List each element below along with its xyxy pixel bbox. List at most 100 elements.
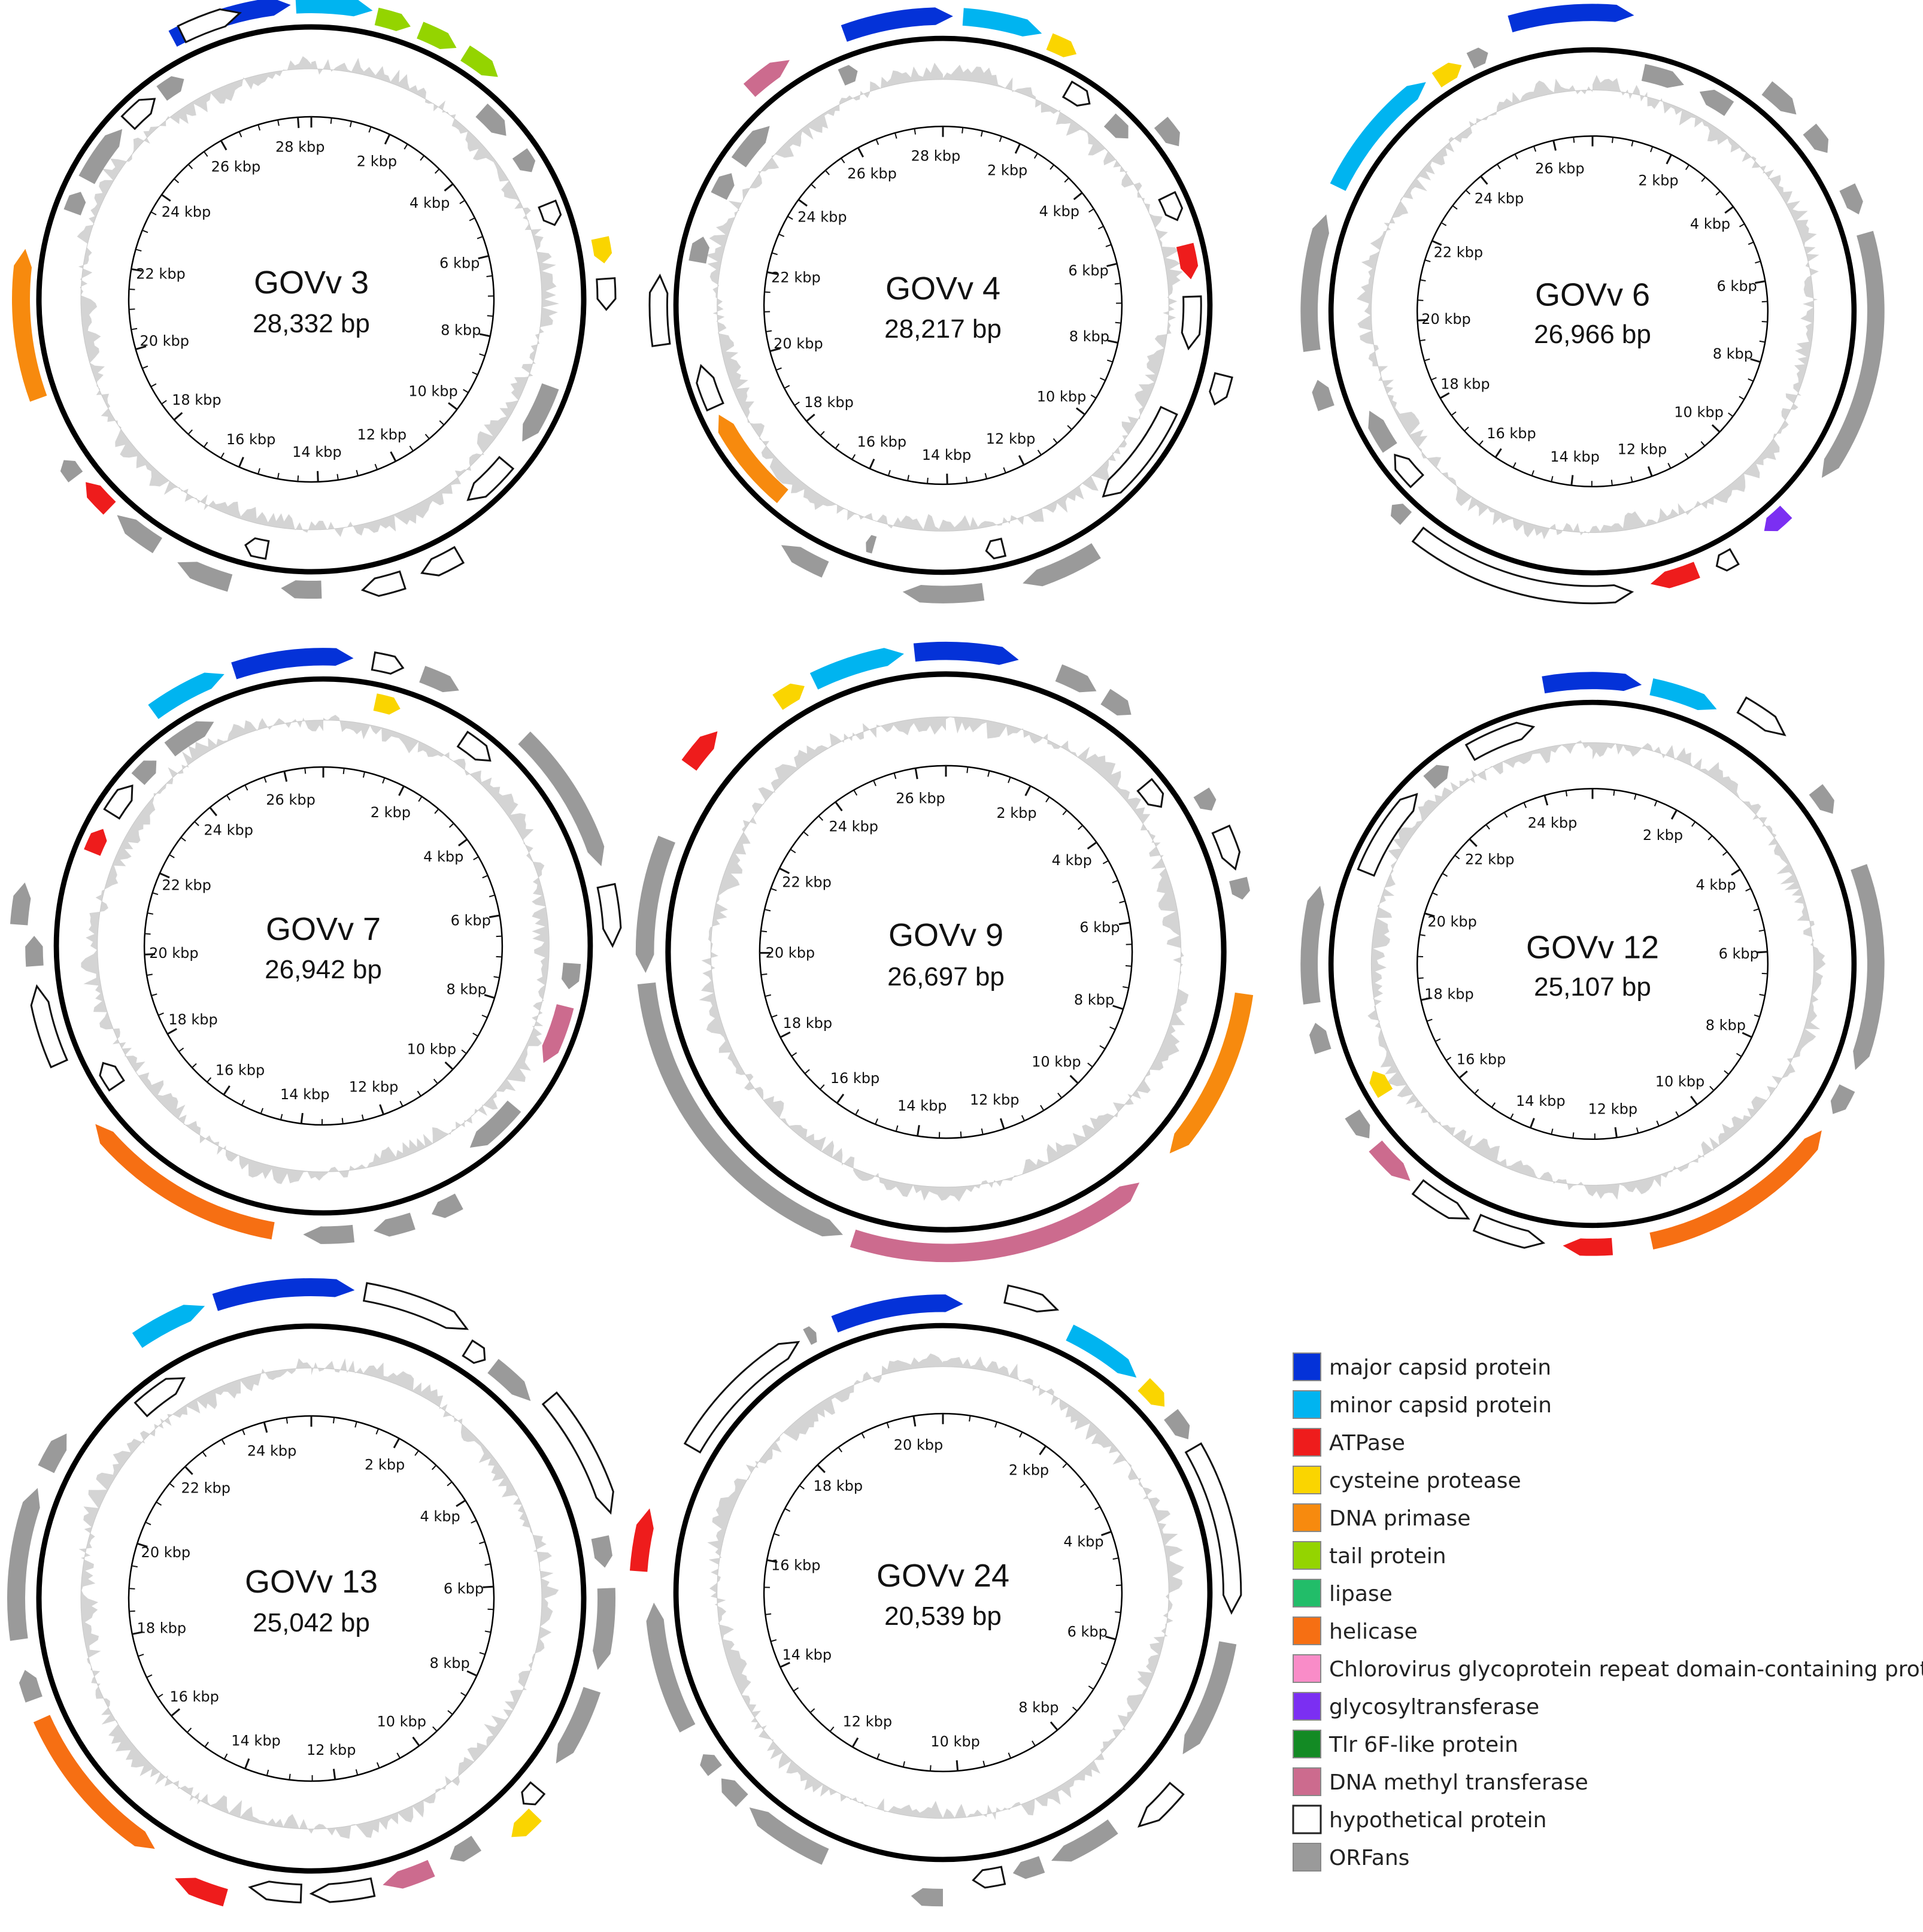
legend-swatch-cysteine bbox=[1293, 1466, 1321, 1494]
scale-tick bbox=[1442, 872, 1448, 877]
legend-swatch-methyl bbox=[1293, 1767, 1321, 1796]
gene-arrow-atpase bbox=[1650, 562, 1700, 589]
gene-arrow-orfan bbox=[711, 173, 735, 200]
scale-tick bbox=[1514, 153, 1518, 160]
scale-label: 16 kbp bbox=[830, 1070, 880, 1087]
scale-tick bbox=[1032, 1740, 1036, 1746]
gene-arrow-tail bbox=[374, 7, 411, 31]
legend-swatch-glyco bbox=[1293, 1692, 1321, 1721]
scale-tick bbox=[169, 1482, 175, 1488]
gc-content-track bbox=[1367, 740, 1826, 1200]
scale-tick bbox=[969, 1415, 971, 1422]
gene-arrow-hypothetical bbox=[985, 538, 1007, 560]
gene-arrow-orfan bbox=[1851, 864, 1885, 1070]
scale-tick bbox=[129, 308, 135, 310]
legend-label-cysteine: cysteine protease bbox=[1329, 1469, 1521, 1493]
scale-tick bbox=[766, 330, 772, 332]
scale-tick bbox=[399, 1100, 404, 1107]
genome-backbone bbox=[673, 35, 1213, 575]
scale-tick bbox=[336, 474, 339, 480]
gene-arrow-orfan bbox=[1154, 117, 1180, 147]
gene-arrow-orfan bbox=[303, 1224, 355, 1244]
gene-arrow-orfan bbox=[749, 1807, 829, 1865]
gc-baseline bbox=[717, 79, 1169, 532]
scale-tick bbox=[1008, 777, 1011, 784]
genome-backbone bbox=[1328, 47, 1857, 576]
scale-tick bbox=[469, 217, 475, 222]
scale-tick bbox=[456, 1499, 466, 1508]
legend-swatch-orfan bbox=[1293, 1843, 1321, 1872]
scale-tick bbox=[241, 1099, 245, 1106]
gene-arrow-orfan bbox=[635, 835, 675, 973]
scale-tick bbox=[204, 1742, 209, 1748]
scale-label: 2 kbp bbox=[357, 153, 397, 170]
scale-tick bbox=[1754, 1014, 1760, 1018]
legend-swatch-tlr bbox=[1293, 1730, 1321, 1758]
genome-map-7: 2 kbp 4 kbp 6 kbp 8 kbp 10 kbp 12 kbp 14 kbp 16… bbox=[7, 1278, 615, 1907]
gene-arrow-minor bbox=[1066, 1324, 1137, 1378]
genome-title: GOVv 6 bbox=[1535, 277, 1650, 313]
scale-tick bbox=[1087, 1062, 1093, 1067]
legend-label-helicase: helicase bbox=[1329, 1619, 1418, 1644]
scale-tick bbox=[171, 1708, 181, 1717]
scale-label: 16 kbp bbox=[1487, 425, 1536, 442]
scale-tick bbox=[1100, 1662, 1107, 1666]
scale-tick bbox=[207, 1077, 212, 1083]
scale-tick bbox=[434, 808, 439, 814]
scale-tick bbox=[424, 433, 430, 439]
scale-tick bbox=[194, 821, 199, 826]
scale-label: 12 kbp bbox=[986, 430, 1036, 447]
scale-tick bbox=[765, 1613, 772, 1615]
scale-tick bbox=[1613, 790, 1615, 796]
scale-label: 4 kbp bbox=[423, 848, 463, 865]
scale-label: 24 kbp bbox=[797, 208, 847, 225]
gene-arrow-hypothetical bbox=[1472, 1214, 1546, 1249]
gene-arrow-cysteine bbox=[591, 236, 612, 263]
scale-tick bbox=[1565, 790, 1568, 797]
gene-arrow-orfan bbox=[512, 148, 536, 172]
scale-label: 6 kbp bbox=[444, 1580, 484, 1597]
gene-arrow-orfan bbox=[63, 192, 86, 216]
gene-arrow-methyl bbox=[850, 1182, 1140, 1263]
scale-tick bbox=[332, 1769, 336, 1780]
scale-tick bbox=[146, 1674, 153, 1678]
scale-tick bbox=[263, 1421, 268, 1433]
legend-label-chlorovirus: Chlorovirus glycoprotein repeat domain-c… bbox=[1329, 1657, 1923, 1682]
gene-arrow-hypothetical bbox=[1003, 1284, 1060, 1313]
gene-arrow-orfan bbox=[838, 65, 858, 86]
scale-label: 12 kbp bbox=[1588, 1100, 1638, 1117]
scale-tick bbox=[767, 271, 778, 275]
scale-tick bbox=[1088, 1685, 1094, 1690]
scale-tick bbox=[434, 168, 440, 174]
scale-tick bbox=[1650, 146, 1654, 153]
gene-track bbox=[1300, 672, 1885, 1256]
scale-tick bbox=[414, 1450, 419, 1456]
genome-size: 28,217 bp bbox=[884, 314, 1002, 344]
scale-tick bbox=[132, 1631, 143, 1635]
genome-size: 26,697 bp bbox=[887, 962, 1005, 991]
scale-label: 20 kbp bbox=[139, 333, 189, 350]
scale-tick bbox=[484, 1563, 491, 1566]
scale-tick bbox=[1040, 1105, 1045, 1111]
gene-arrow-hypothetical bbox=[1184, 1442, 1242, 1615]
scale-tick bbox=[771, 1639, 777, 1642]
scale-tick bbox=[187, 429, 193, 435]
scale-tick bbox=[484, 1630, 491, 1633]
scale-tick bbox=[914, 768, 918, 780]
scale-tick bbox=[432, 1726, 438, 1732]
scale-tick bbox=[244, 784, 248, 791]
gene-arrow-hypothetical bbox=[177, 8, 242, 44]
gene-arrow-tail bbox=[460, 45, 498, 77]
gene-arrow-orfan bbox=[561, 963, 581, 990]
scale-tick bbox=[1700, 441, 1706, 447]
gene-arrow-orfan bbox=[1051, 1819, 1118, 1862]
scale-tick bbox=[1440, 222, 1447, 226]
scale-label: 16 kbp bbox=[857, 433, 907, 450]
scale-tick bbox=[1050, 1721, 1058, 1731]
scale-tick bbox=[1037, 450, 1042, 456]
scale-label: 2 kbp bbox=[1638, 172, 1678, 189]
genome-map-1: 2 kbp 4 kbp 6 kbp 8 kbp 10 kbp 12 kbp 14 kbp 16… bbox=[11, 0, 617, 599]
scale-tick bbox=[784, 1508, 791, 1512]
scale-tick bbox=[1630, 476, 1633, 483]
gene-arrow-orfan bbox=[1023, 543, 1101, 587]
